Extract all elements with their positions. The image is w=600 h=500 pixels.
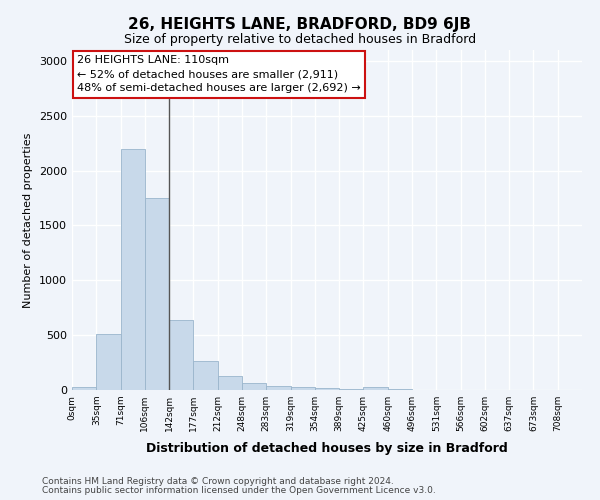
Bar: [242, 383, 266, 390]
Bar: [290, 388, 315, 390]
Text: Contains HM Land Registry data © Crown copyright and database right 2024.: Contains HM Land Registry data © Crown c…: [42, 477, 394, 486]
Bar: [266, 386, 290, 390]
Bar: [339, 389, 364, 390]
Text: 26, HEIGHTS LANE, BRADFORD, BD9 6JB: 26, HEIGHTS LANE, BRADFORD, BD9 6JB: [128, 18, 472, 32]
Bar: [169, 320, 193, 390]
X-axis label: Distribution of detached houses by size in Bradford: Distribution of detached houses by size …: [146, 442, 508, 456]
Bar: [96, 334, 121, 390]
Text: Contains public sector information licensed under the Open Government Licence v3: Contains public sector information licen…: [42, 486, 436, 495]
Bar: [145, 198, 169, 390]
Bar: [193, 362, 218, 390]
Y-axis label: Number of detached properties: Number of detached properties: [23, 132, 34, 308]
Text: Size of property relative to detached houses in Bradford: Size of property relative to detached ho…: [124, 32, 476, 46]
Bar: [315, 388, 339, 390]
Bar: [72, 388, 96, 390]
Bar: [364, 386, 388, 390]
Bar: [121, 148, 145, 390]
Bar: [218, 376, 242, 390]
Text: 26 HEIGHTS LANE: 110sqm
← 52% of detached houses are smaller (2,911)
48% of semi: 26 HEIGHTS LANE: 110sqm ← 52% of detache…: [77, 55, 361, 93]
